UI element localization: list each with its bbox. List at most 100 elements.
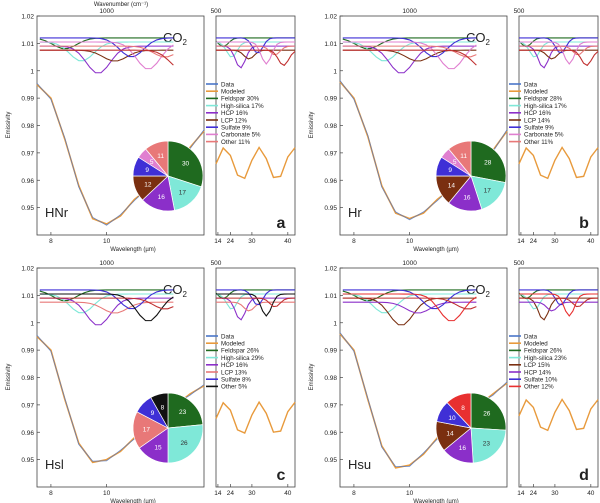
legend-label: Carbonate 5% [221,132,261,139]
legend-label: Other 12% [524,384,554,391]
panel-letter: c [277,467,286,484]
endmember-spectrum-line [342,293,477,314]
pie-slice-high-silica [470,427,507,464]
modeled-spectrum-tail [518,146,599,180]
endmember-spectrum-tail [216,289,295,306]
legend-label: HCP 14% [524,369,552,376]
legend-label: Other 11% [524,139,554,146]
modeled-spectrum-tail [215,400,296,435]
x-tick-label: 24 [227,490,235,497]
y-tick-label: 0.98 [21,123,34,130]
x-tick-label: 40 [587,490,595,497]
x-axis-title: Wavelength (µm) [110,247,156,253]
modeled-spectrum-tail [518,398,599,432]
pie-slice-other [145,140,169,177]
x-tick-label: 24 [530,238,538,245]
endmember-spectrum-line [342,49,477,66]
plot-frame-right [518,267,599,488]
y-tick-label: 0.96 [21,178,34,185]
gas-label: CO2 [163,282,188,299]
site-label: HNr [45,205,69,220]
endmember-spectrum-line [39,49,174,66]
x-tick-label: 14 [517,490,525,497]
endmember-spectrum-line [39,45,174,58]
endmember-spectrum-tail [519,41,599,65]
pie-slice-label: 9 [151,410,155,417]
y-tick-label: 1 [30,320,34,327]
y-tick-label: 1 [333,320,337,327]
endmember-spectrum-line [39,41,174,70]
pie-slice-feldspar [470,392,507,431]
plot-frame-right [518,15,599,236]
pie-slice-high-silica [167,424,204,464]
pie-slice-label: 16 [459,445,467,452]
legend-label: Modeled [221,341,245,348]
pie-slice-label: 10 [448,415,456,422]
y-tick-label: 0.95 [21,457,34,464]
y-tick-label: 1.01 [21,41,34,48]
legend-label: Other 5% [221,384,248,391]
y-tick-label: 0.95 [21,205,34,212]
legend-label: Data [524,333,538,340]
endmember-spectrum-tail [216,45,296,56]
y-tick-label: 0.97 [21,402,34,409]
y-tick-label: 1 [30,68,34,75]
endmember-spectrum-tail [216,41,296,65]
legend-label: Feldspar 28% [524,96,563,103]
pie-slice-label: 26 [483,410,491,417]
endmember-spectrum-line [342,37,477,58]
x-axis-title: Wavelength (µm) [110,499,156,503]
endmember-spectrum-line [39,293,174,314]
x-tick-label: 30 [248,490,256,497]
gas-label: CO2 [466,30,491,47]
x-tick-label: 24 [530,490,538,497]
endmember-spectrum-line [342,41,477,62]
legend-label: Data [221,81,235,88]
y-tick-label: 0.96 [21,430,34,437]
endmember-spectrum-line [39,289,174,310]
x-tick-label: 8 [49,490,53,497]
x-tick-label: 40 [284,490,292,497]
y-tick-label: 0.97 [324,402,337,409]
endmember-spectrum-tail [215,297,295,321]
pie-slice-label: 11 [460,153,467,160]
top-tick-label: 1000 [402,260,417,267]
pie-slice-label: 8 [161,404,165,411]
x-tick-label: 40 [284,238,292,245]
legend-label: Sulfate 8% [221,377,251,384]
legend-label: Modeled [524,89,548,96]
top-tick-label: 1000 [99,8,114,15]
pie-slice-feldspar [167,140,204,188]
pie-slice-other [150,392,169,430]
pie-slice-label: 11 [157,153,164,160]
legend-label: Modeled [221,89,245,96]
panel-b: 0.95 0.96 0.97 0.98 0.99 1 1.01 1.02 8 10 14 24 30 40… [309,8,599,253]
x-tick-label: 30 [248,238,256,245]
endmember-spectrum-line [342,37,477,50]
legend-label: Other 11% [221,139,251,146]
x-tick-label: 14 [214,238,222,245]
legend-label: HCP 16% [221,110,249,117]
legend-label: Feldspar 26% [524,348,563,355]
endmember-spectrum-tail [519,289,598,306]
site-label: Hsu [348,457,371,472]
legend-label: High-silica 17% [524,103,567,110]
legend-label: Sulfate 9% [524,125,554,132]
y-tick-label: 0.99 [21,348,34,355]
x-tick-label: 24 [227,238,235,245]
endmember-spectrum-tail [216,37,295,54]
x-tick-label: 14 [517,238,525,245]
panel-a: 0.95 0.96 0.97 0.98 0.99 1 1.01 1.02 8 10 14 24 30 40… [6,2,296,253]
legend-label: Carbonate 5% [524,132,564,139]
x-tick-label: 8 [352,238,356,245]
legend-label: High-silica 29% [221,355,264,362]
y-tick-label: 1.01 [324,41,337,48]
top-tick-label: 500 [514,260,525,267]
y-tick-label: 0.96 [324,178,337,185]
x-tick-label: 30 [551,238,559,245]
endmember-spectrum-line [342,293,477,322]
y-tick-label: 1.02 [21,14,34,21]
pie-slice-label: 30 [182,161,190,168]
gas-label: CO2 [163,30,188,47]
